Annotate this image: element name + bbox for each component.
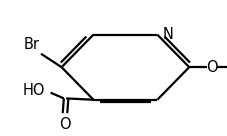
Text: Br: Br — [24, 37, 40, 52]
Text: N: N — [162, 27, 173, 42]
Text: O: O — [205, 60, 217, 75]
Text: O: O — [59, 117, 70, 132]
Text: HO: HO — [22, 83, 45, 98]
